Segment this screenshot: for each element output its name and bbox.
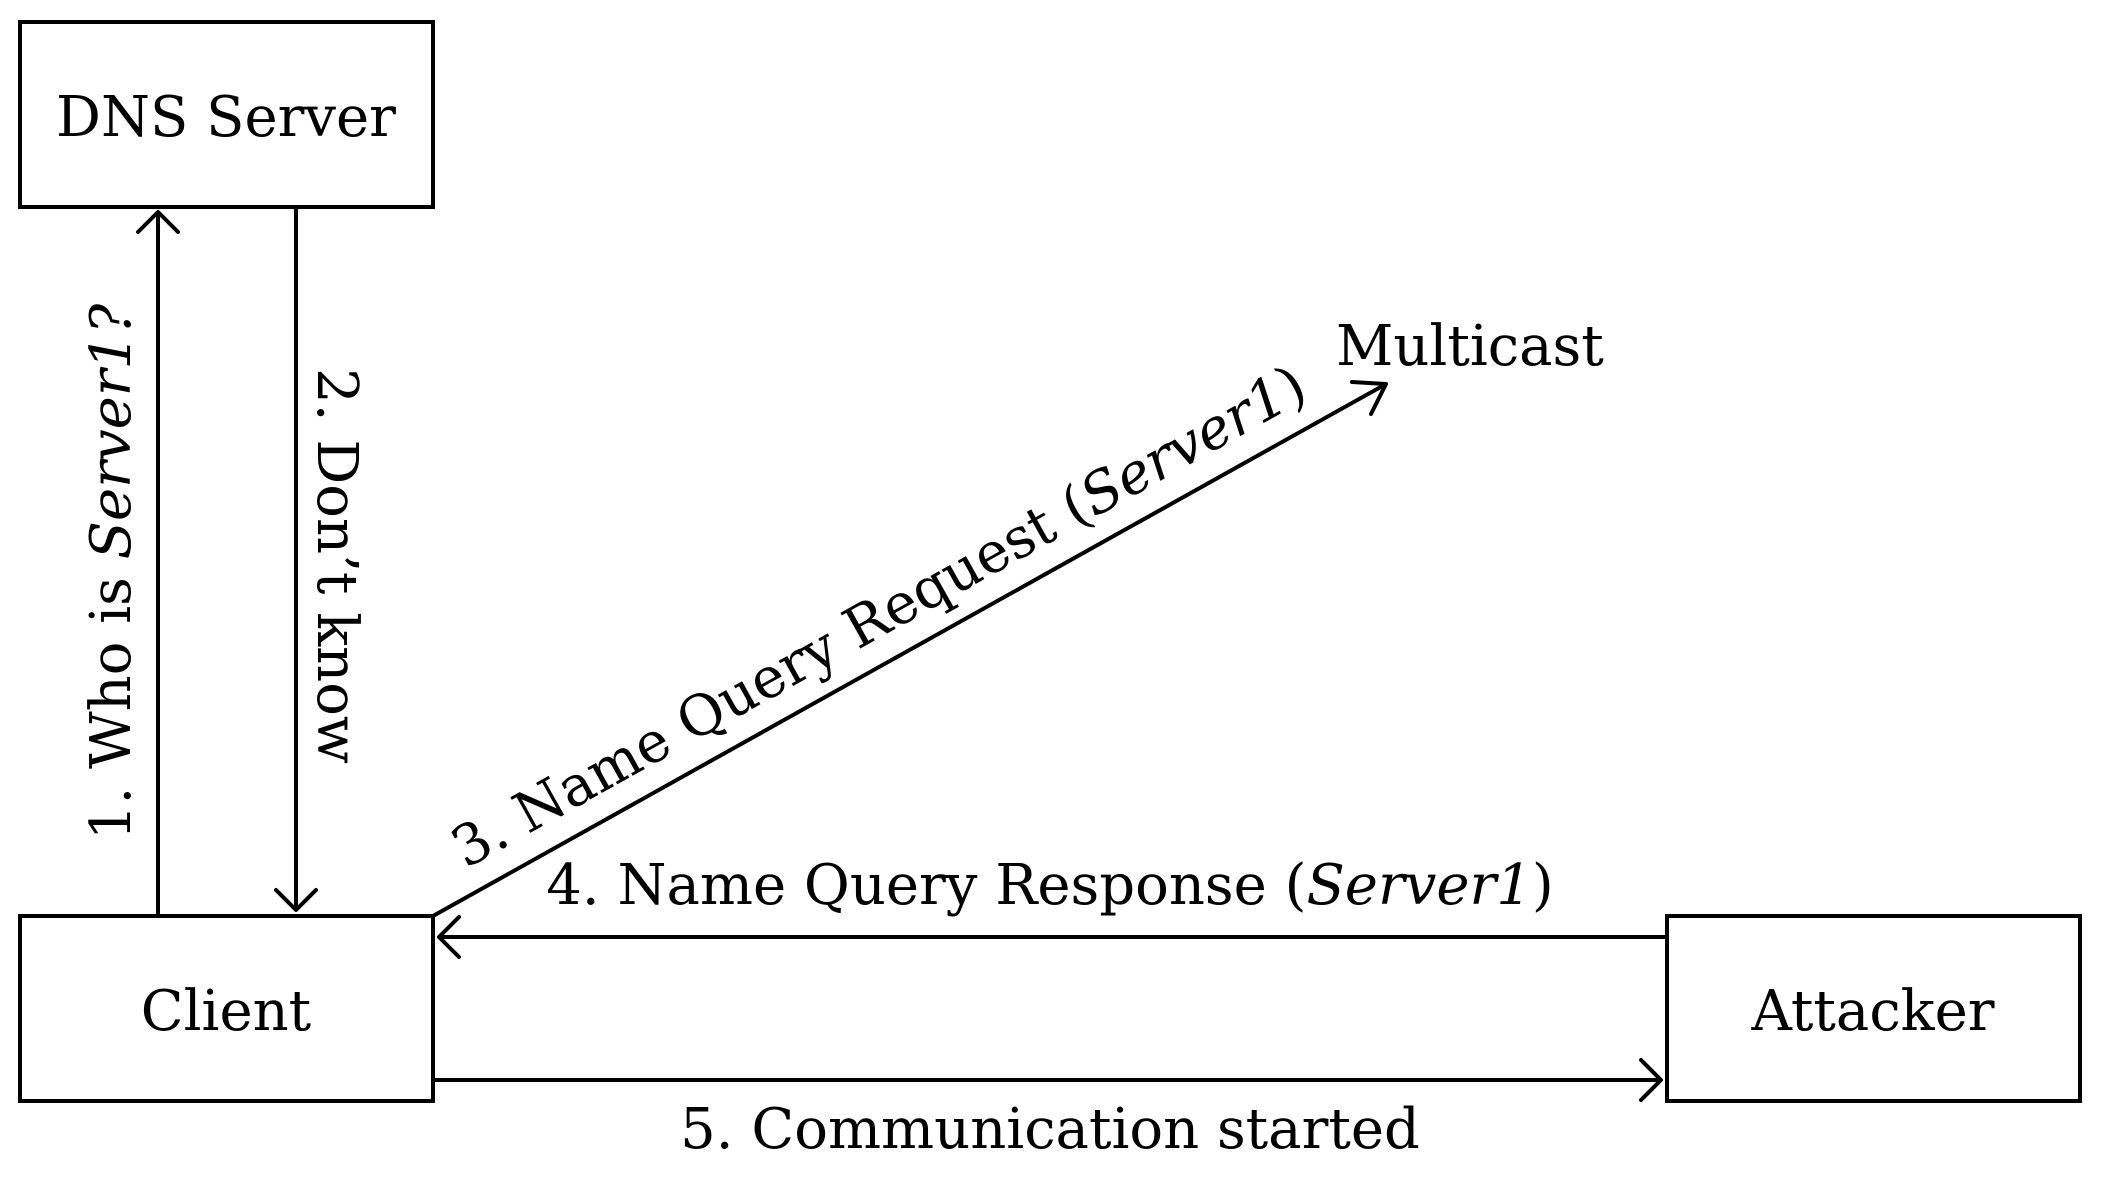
attacker-label: Attacker xyxy=(1750,979,1994,1044)
edge-name-query-request: 3. Name Query Request (Server1) xyxy=(432,352,1388,918)
edge-name-query-response: 4. Name Query Response (Server1) xyxy=(437,853,1667,959)
edge-who-is-arrowhead xyxy=(136,210,180,234)
edge-name-query-response-name: Server1 xyxy=(1306,853,1531,918)
edge-name-query-request-arrowhead xyxy=(1350,380,1388,416)
edge-dont-know-arrowhead xyxy=(274,888,318,912)
client-box xyxy=(18,914,435,1103)
edge-name-query-response-arrowhead xyxy=(437,915,461,959)
multicast-label: Multicast xyxy=(1336,314,1604,379)
edge-name-query-request-prefix: 3. Name Query Request ( xyxy=(441,473,1101,881)
edge-who-is-name: Server1 xyxy=(79,334,144,559)
dns-server-node: DNS Server xyxy=(18,20,435,209)
edge-name-query-request-label: 3. Name Query Request (Server1) xyxy=(441,352,1317,881)
edge-who-is: 1. Who is Server1? xyxy=(79,210,180,916)
dns-server-box xyxy=(18,20,435,209)
edge-communication-started: 5. Communication started xyxy=(433,1058,1663,1162)
edge-who-is-prefix: 1. Who is xyxy=(79,559,144,840)
client-node: Client xyxy=(18,914,435,1103)
edge-name-query-response-label: 4. Name Query Response (Server1) xyxy=(546,853,1554,918)
edge-name-query-request-line xyxy=(432,382,1387,918)
edge-communication-started-label: 5. Communication started xyxy=(680,1097,1420,1162)
edge-name-query-request-name: Server1 xyxy=(1070,363,1299,530)
edge-dont-know-label: 2. Don’t know xyxy=(304,368,369,764)
edge-communication-started-arrowhead xyxy=(1639,1058,1663,1102)
attacker-node: Attacker xyxy=(1665,914,2082,1103)
attacker-box xyxy=(1665,914,2082,1103)
edge-name-query-response-prefix: 4. Name Query Response ( xyxy=(546,853,1306,918)
edge-dont-know: 2. Don’t know xyxy=(274,207,369,912)
edge-who-is-suffix: ? xyxy=(79,303,144,334)
dns-server-label: DNS Server xyxy=(56,85,396,150)
edge-name-query-response-suffix: ) xyxy=(1532,853,1554,918)
edge-who-is-label: 1. Who is Server1? xyxy=(79,303,144,840)
client-label: Client xyxy=(141,979,312,1044)
